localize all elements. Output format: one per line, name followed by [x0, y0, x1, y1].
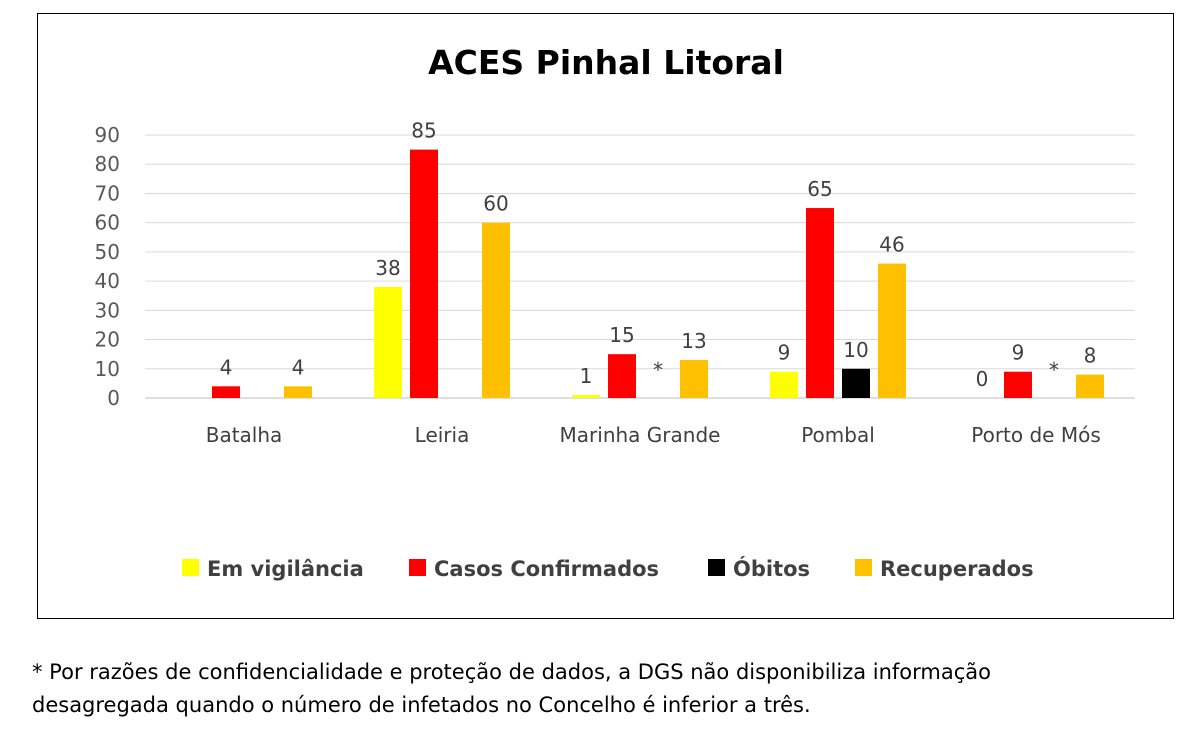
- bar-chart: ACES Pinhal Litoral 0102030405060708090 …: [95, 43, 1135, 581]
- footnote-line-1: * Por razões de confidencialidade e prot…: [32, 660, 992, 684]
- x-category-label: Leiria: [415, 423, 470, 447]
- x-category-label: Marinha Grande: [560, 423, 721, 447]
- gridlines: [145, 134, 1135, 399]
- legend-label: Recuperados: [880, 557, 1034, 581]
- y-tick-label: 20: [95, 328, 120, 352]
- data-label: 15: [609, 323, 634, 347]
- bar: [572, 395, 600, 398]
- bar: [878, 263, 906, 398]
- bar: [1004, 371, 1032, 398]
- bar: [770, 371, 798, 398]
- x-category-label: Pombal: [801, 423, 875, 447]
- data-label: 4: [292, 355, 305, 379]
- bars: [212, 149, 1104, 398]
- bar: [842, 368, 870, 398]
- data-label: 85: [411, 119, 436, 143]
- legend-swatch: [182, 559, 199, 576]
- data-label: 38: [375, 256, 400, 280]
- legend: Em vigilância Casos Confirmados Óbitos Recu…: [182, 556, 1034, 581]
- bar: [284, 386, 312, 398]
- bar: [1076, 374, 1104, 398]
- y-tick-label: 0: [107, 386, 120, 410]
- x-axis-categories: Batalha Leiria Marinha Grande Pombal Porto d…: [206, 423, 1101, 447]
- x-category-label: Porto de Mós: [971, 423, 1101, 447]
- bar: [374, 286, 402, 398]
- bar: [482, 222, 510, 398]
- bar: [806, 208, 834, 398]
- data-label: 10: [843, 338, 868, 362]
- data-label: *: [653, 358, 663, 382]
- y-tick-label: 70: [95, 181, 120, 205]
- y-axis-ticks: 0 10 20 30 40 50 60 70 80 90: [95, 123, 120, 410]
- y-tick-label: 60: [95, 211, 120, 235]
- data-label: 13: [681, 329, 706, 353]
- data-label: 8: [1084, 344, 1097, 368]
- y-tick-label: 90: [95, 123, 120, 147]
- data-label: 60: [483, 192, 508, 216]
- data-label: 1: [580, 364, 593, 388]
- data-label: 46: [879, 233, 904, 257]
- footnote: * Por razões de confidencialidade e prot…: [32, 656, 1182, 722]
- legend-swatch: [409, 559, 426, 576]
- y-tick-label: 50: [95, 240, 120, 264]
- y-tick-label: 10: [95, 357, 120, 381]
- data-label: 65: [807, 177, 832, 201]
- chart-title: ACES Pinhal Litoral: [428, 43, 784, 82]
- legend-swatch: [855, 559, 872, 576]
- bar: [608, 354, 636, 398]
- data-label: *: [1049, 358, 1059, 382]
- data-label: 9: [1012, 341, 1025, 365]
- y-tick-label: 40: [95, 269, 120, 293]
- x-category-label: Batalha: [206, 423, 283, 447]
- y-tick-label: 80: [95, 152, 120, 176]
- legend-label: Casos Confirmados: [434, 557, 659, 581]
- legend-swatch: [708, 559, 725, 576]
- legend-label: Óbitos: [733, 556, 810, 581]
- bar: [410, 149, 438, 398]
- footnote-line-2: desagregada quando o número de infetados…: [32, 693, 811, 717]
- data-label: 9: [778, 341, 791, 365]
- data-label: 0: [976, 367, 989, 391]
- bar: [680, 360, 708, 398]
- legend-label: Em vigilância: [207, 557, 364, 581]
- y-tick-label: 30: [95, 298, 120, 322]
- bar: [212, 386, 240, 398]
- data-label: 4: [220, 355, 233, 379]
- chart-frame: ACES Pinhal Litoral 0 10 20 30 40 50 60 70 80 90 …: [37, 13, 1174, 619]
